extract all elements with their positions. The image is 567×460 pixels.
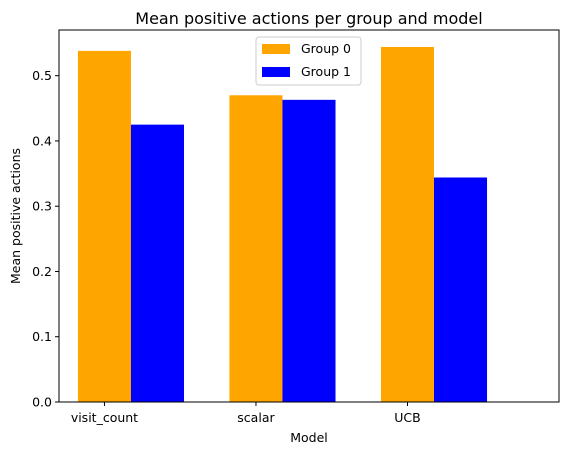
y-tick-label: 0.0 — [32, 395, 52, 410]
x-tick-label-scalar: scalar — [237, 410, 275, 425]
plot-frame — [58, 29, 560, 403]
y-tick-label: 0.2 — [32, 264, 52, 279]
y-tick-label: 0.3 — [32, 199, 52, 214]
legend: Group 0 Group 1 — [255, 36, 362, 86]
x-axis: visit_count scalar UCB — [71, 402, 421, 425]
legend-swatch-group-1 — [262, 67, 290, 77]
legend-label-group-1: Group 1 — [301, 64, 351, 79]
bar-group-1-scalar — [282, 99, 336, 403]
y-tick-label: 0.4 — [32, 133, 52, 148]
x-tick-label-visit-count: visit_count — [71, 410, 138, 425]
bar-group-0-visit-count — [77, 50, 131, 402]
y-axis: 0.0 0.1 0.2 0.3 0.4 0.5 — [32, 68, 59, 410]
bar-group-1-visit-count — [130, 124, 184, 402]
y-tick-label: 0.5 — [32, 68, 52, 83]
y-tick-label: 0.1 — [32, 329, 52, 344]
legend-swatch-group-0 — [262, 44, 290, 54]
x-tick-label-ucb: UCB — [394, 410, 420, 425]
bars-group — [77, 46, 488, 403]
bar-group-0-scalar — [229, 95, 283, 403]
x-axis-label: Model — [290, 430, 328, 445]
y-axis-label: Mean positive actions — [8, 148, 23, 284]
chart-title: Mean positive actions per group and mode… — [135, 9, 482, 28]
legend-label-group-0: Group 0 — [301, 41, 351, 56]
bar-group-1-ucb — [434, 177, 488, 402]
bar-group-0-ucb — [380, 46, 434, 403]
